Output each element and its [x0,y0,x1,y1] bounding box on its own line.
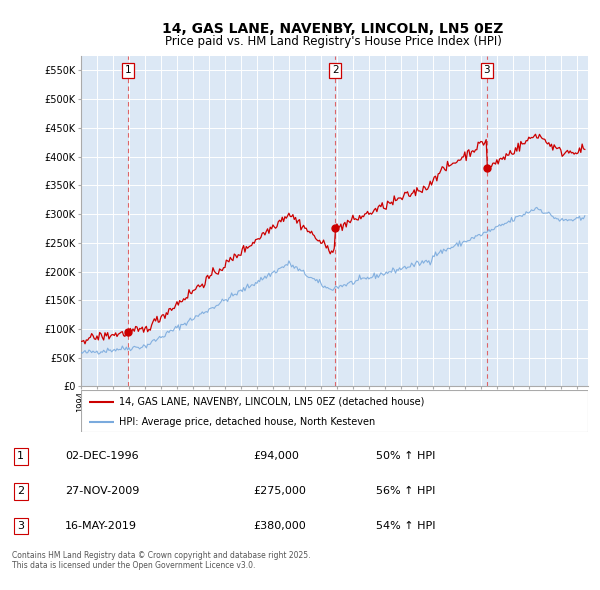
Text: Contains HM Land Registry data © Crown copyright and database right 2025.
This d: Contains HM Land Registry data © Crown c… [12,550,310,570]
Text: 3: 3 [17,521,24,531]
Text: 1: 1 [124,65,131,76]
Text: 56% ↑ HPI: 56% ↑ HPI [376,486,436,496]
Text: 2: 2 [17,486,24,496]
Text: 54% ↑ HPI: 54% ↑ HPI [376,521,436,531]
Text: 14, GAS LANE, NAVENBY, LINCOLN, LN5 0EZ: 14, GAS LANE, NAVENBY, LINCOLN, LN5 0EZ [163,22,503,37]
Text: 27-NOV-2009: 27-NOV-2009 [65,486,139,496]
Text: 2: 2 [332,65,339,76]
Text: HPI: Average price, detached house, North Kesteven: HPI: Average price, detached house, Nort… [119,417,375,427]
Text: 14, GAS LANE, NAVENBY, LINCOLN, LN5 0EZ (detached house): 14, GAS LANE, NAVENBY, LINCOLN, LN5 0EZ … [119,397,424,407]
Text: £94,000: £94,000 [253,451,299,461]
FancyBboxPatch shape [81,390,588,432]
Text: £380,000: £380,000 [253,521,306,531]
Text: Price paid vs. HM Land Registry's House Price Index (HPI): Price paid vs. HM Land Registry's House … [164,35,502,48]
Text: 02-DEC-1996: 02-DEC-1996 [65,451,139,461]
Text: 3: 3 [484,65,490,76]
Text: 50% ↑ HPI: 50% ↑ HPI [376,451,436,461]
Text: 16-MAY-2019: 16-MAY-2019 [65,521,137,531]
Text: 1: 1 [17,451,24,461]
Text: £275,000: £275,000 [253,486,306,496]
